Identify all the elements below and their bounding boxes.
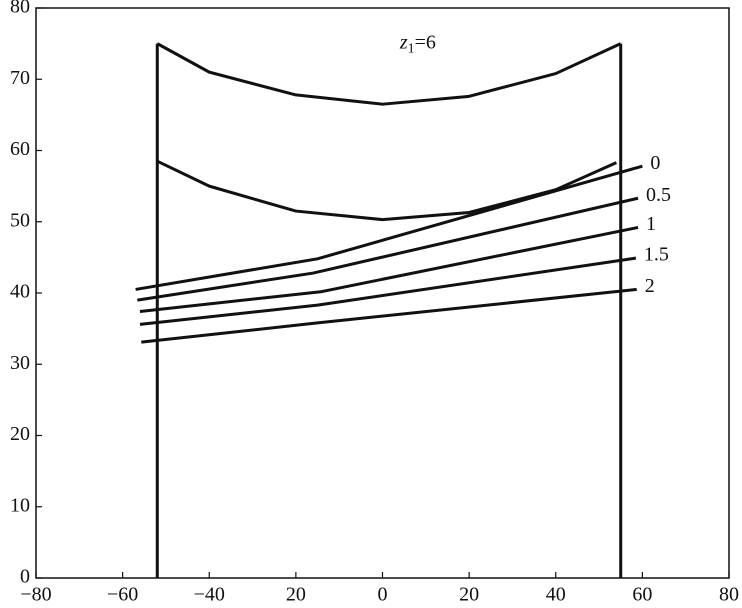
series-line bbox=[139, 256, 637, 326]
x-tick-label: 40 bbox=[546, 584, 566, 606]
series-line bbox=[156, 42, 622, 106]
y-tick-label: 80 bbox=[10, 0, 30, 18]
series-line bbox=[137, 196, 639, 302]
series-line bbox=[135, 164, 643, 291]
y-tick-label: 50 bbox=[10, 209, 30, 231]
annotation-rest: =6 bbox=[415, 31, 436, 53]
y-tick-label: 10 bbox=[10, 494, 30, 516]
series-label: 1.5 bbox=[644, 244, 669, 266]
series-line bbox=[156, 159, 617, 222]
x-tick-label: −60 bbox=[107, 584, 138, 606]
x-tick-label: −80 bbox=[20, 584, 51, 606]
y-tick-label: 30 bbox=[10, 352, 30, 374]
x-tick-label: 80 bbox=[719, 584, 739, 606]
annotation-sub: 1 bbox=[408, 42, 415, 57]
series-label: 1 bbox=[646, 213, 656, 235]
y-tick-label: 60 bbox=[10, 138, 30, 160]
y-tick-label: 40 bbox=[10, 281, 30, 303]
annotation-main: z bbox=[399, 31, 408, 53]
series-label: 0.5 bbox=[646, 184, 671, 206]
y-tick-label: 0 bbox=[20, 566, 30, 588]
x-tick-label: 60 bbox=[632, 584, 652, 606]
annotation: z1=6 bbox=[399, 31, 436, 57]
series-line bbox=[141, 287, 637, 344]
y-tick-label: 70 bbox=[10, 67, 30, 89]
series-label: 2 bbox=[645, 275, 655, 297]
y-tick-label: 20 bbox=[10, 423, 30, 445]
x-tick-label: 0 bbox=[378, 584, 388, 606]
x-tick-label: −40 bbox=[194, 584, 225, 606]
x-tick-label: 20 bbox=[459, 584, 479, 606]
series-label: 0 bbox=[650, 152, 660, 174]
series-line bbox=[139, 225, 639, 314]
plot-frame bbox=[35, 7, 730, 579]
x-tick-label: 20 bbox=[286, 584, 306, 606]
